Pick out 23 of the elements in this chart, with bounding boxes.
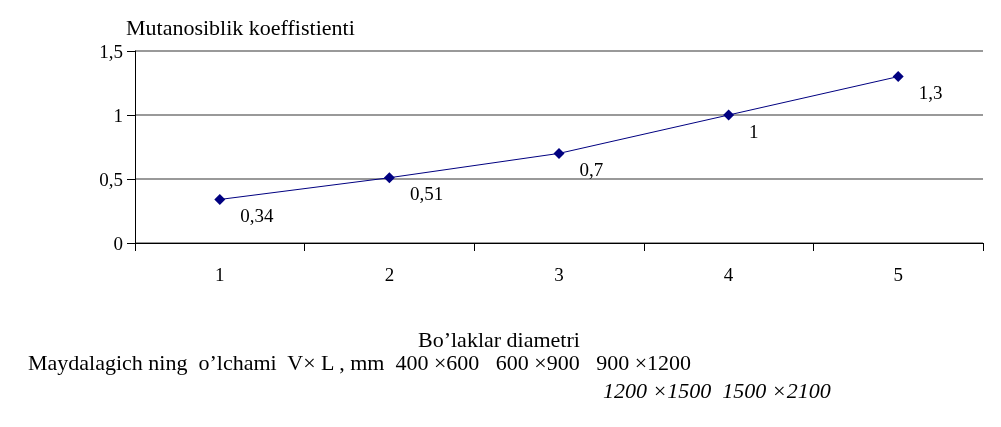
data-label: 0,7 [579, 158, 604, 180]
x-axis-title: Bo’laklar diametri [418, 326, 580, 352]
text: 1200 ×1500 1500 ×2100 [603, 377, 831, 403]
x-tick-label: 1 [215, 264, 225, 285]
y-tick-label: 0,5 [99, 168, 123, 190]
y-axis-title: Mutanosiblik koeffistienti [126, 14, 355, 40]
data-label: 0,34 [240, 204, 275, 226]
data-label: 1 [749, 120, 759, 142]
point [214, 193, 226, 205]
x-tick-label: 4 [723, 264, 734, 285]
x-tick-label: 3 [554, 264, 564, 285]
x-tick-label: 5 [893, 264, 903, 285]
point [553, 147, 565, 159]
x-tick-label: 2 [384, 264, 395, 285]
point [383, 172, 395, 184]
y-tick-label: 1 [113, 104, 123, 126]
point [723, 109, 735, 121]
point [892, 71, 904, 83]
data-label: 1,3 [918, 82, 943, 104]
data-label: 0,51 [409, 183, 444, 205]
y-tick-label: 0 [113, 232, 123, 254]
text: Maydalagich ning o’lchami V× L , mm 400 ×600 600 ×900 900 ×1200 [28, 349, 692, 375]
y-tick-label: 1,5 [99, 40, 123, 62]
